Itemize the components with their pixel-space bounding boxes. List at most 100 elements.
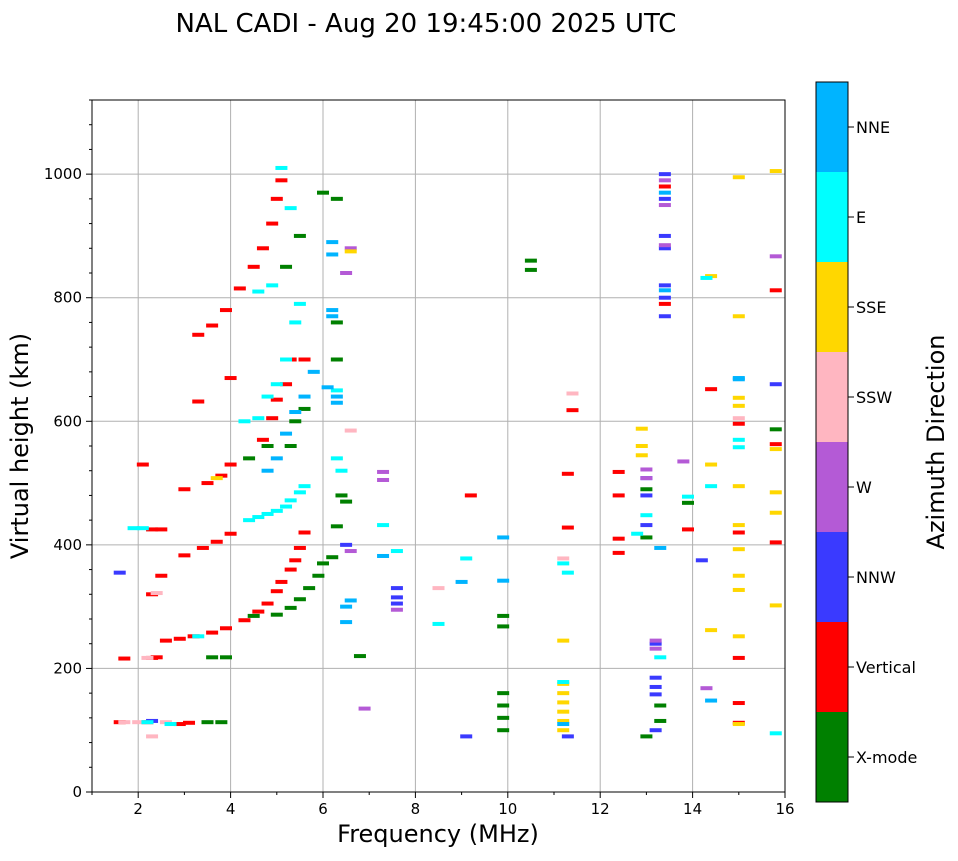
data-point-vertical [183, 720, 196, 725]
data-point-vertical [266, 221, 279, 226]
data-point-vertical [118, 656, 131, 661]
data-point-vertical [769, 442, 782, 447]
data-point-nnw [390, 586, 403, 591]
data-point-e [243, 518, 256, 523]
colorbar-swatch-nne [816, 82, 848, 172]
data-point-nne [326, 308, 339, 313]
colorbar-frame [815, 81, 849, 803]
data-point-vertical [658, 184, 671, 189]
data-point-e [289, 320, 302, 325]
data-point-x-mode [312, 573, 325, 578]
data-point-e [284, 498, 297, 503]
data-point-nnw [649, 641, 662, 646]
x-axis-label: Frequency (MHz) [337, 820, 539, 848]
data-point-nne [330, 394, 343, 399]
data-point-vertical [150, 655, 163, 660]
y-tick-label: 0 [72, 783, 82, 801]
data-point-vertical [658, 301, 671, 306]
data-point-w [377, 469, 390, 474]
data-point-sse [732, 722, 745, 727]
data-point-x-mode [497, 703, 510, 708]
data-point-nnw [640, 523, 653, 528]
data-point-ssw [557, 556, 570, 561]
data-point-e [654, 655, 667, 660]
data-point-nnw [658, 314, 671, 319]
data-point-nne [340, 620, 353, 625]
data-point-x-mode [769, 427, 782, 432]
data-point-vertical [612, 469, 625, 474]
y-axis-ticks: 0 200 400 600 800 1000 [44, 99, 92, 801]
data-point-nne [497, 578, 510, 583]
colorbar-label-nnw: NNW [856, 568, 896, 587]
data-point-sse [732, 573, 745, 578]
data-point-x-mode [293, 233, 306, 238]
data-point-nnw [649, 692, 662, 697]
data-point-e [252, 515, 265, 520]
grid-lines [92, 100, 786, 793]
data-point-x-mode [497, 715, 510, 720]
data-point-nnw [390, 595, 403, 600]
data-point-vertical [298, 357, 311, 362]
data-point-vertical [155, 573, 168, 578]
data-point-e [330, 456, 343, 461]
colorbar-swatch-sse [816, 262, 848, 352]
colorbar-swatch-vertical [816, 622, 848, 712]
data-point-vertical [192, 399, 205, 404]
data-point-sse [557, 700, 570, 705]
colorbar-swatch-e [816, 172, 848, 262]
data-point-x-mode [206, 655, 219, 660]
data-point-e [136, 526, 149, 531]
data-point-vertical [252, 609, 265, 614]
data-point-e [732, 445, 745, 450]
data-point-x-mode [640, 535, 653, 540]
x-tick-label: 12 [591, 800, 610, 818]
data-point-e [141, 720, 154, 725]
data-point-sse [732, 547, 745, 552]
data-point-x-mode [524, 258, 537, 263]
y-tick-label: 600 [53, 412, 82, 430]
data-point-vertical [238, 618, 251, 623]
data-point-vertical [155, 527, 168, 532]
data-point-nne [280, 431, 293, 436]
data-point-e [631, 531, 644, 536]
data-point-nnw [340, 542, 353, 547]
data-point-x-mode [284, 605, 297, 610]
data-point-e [640, 513, 653, 518]
data-point-e [275, 165, 288, 170]
colorbar-swatch-nnw [816, 532, 848, 622]
data-point-nnw [649, 728, 662, 733]
data-point-sse [732, 403, 745, 408]
data-point-w [640, 467, 653, 472]
data-point-vertical [289, 558, 302, 563]
data-point-nne [330, 400, 343, 405]
data-point-vertical [705, 387, 718, 392]
x-tick-label: 14 [683, 800, 702, 818]
data-point-vertical [270, 397, 283, 402]
data-point-vertical [275, 178, 288, 183]
x-tick-label: 10 [498, 800, 517, 818]
data-point-sse [557, 709, 570, 714]
data-point-sse [557, 718, 570, 723]
data-point-vertical [247, 264, 260, 269]
data-point-nnw [769, 382, 782, 387]
chart-title: NAL CADI - Aug 20 19:45:00 2025 UTC [176, 9, 677, 39]
data-point-x-mode [293, 597, 306, 602]
data-point-vertical [219, 626, 232, 631]
data-point-nne [321, 385, 334, 390]
data-point-sse [732, 175, 745, 180]
data-point-sse [732, 484, 745, 489]
data-point-nne [289, 410, 302, 415]
data-point-vertical [561, 471, 574, 476]
data-point-x-mode [284, 444, 297, 448]
colorbar-label-w: W [856, 478, 872, 497]
data-point-vertical [261, 601, 274, 606]
data-point-e [261, 394, 274, 399]
data-point-e [681, 494, 694, 499]
data-point-nne [658, 288, 671, 293]
colorbar-label-sse: SSE [856, 298, 886, 317]
data-point-nne [705, 698, 718, 703]
data-point-vertical [732, 530, 745, 535]
data-point-sse [635, 453, 648, 458]
data-point-e [270, 382, 283, 387]
colorbar-swatch-w [816, 442, 848, 532]
